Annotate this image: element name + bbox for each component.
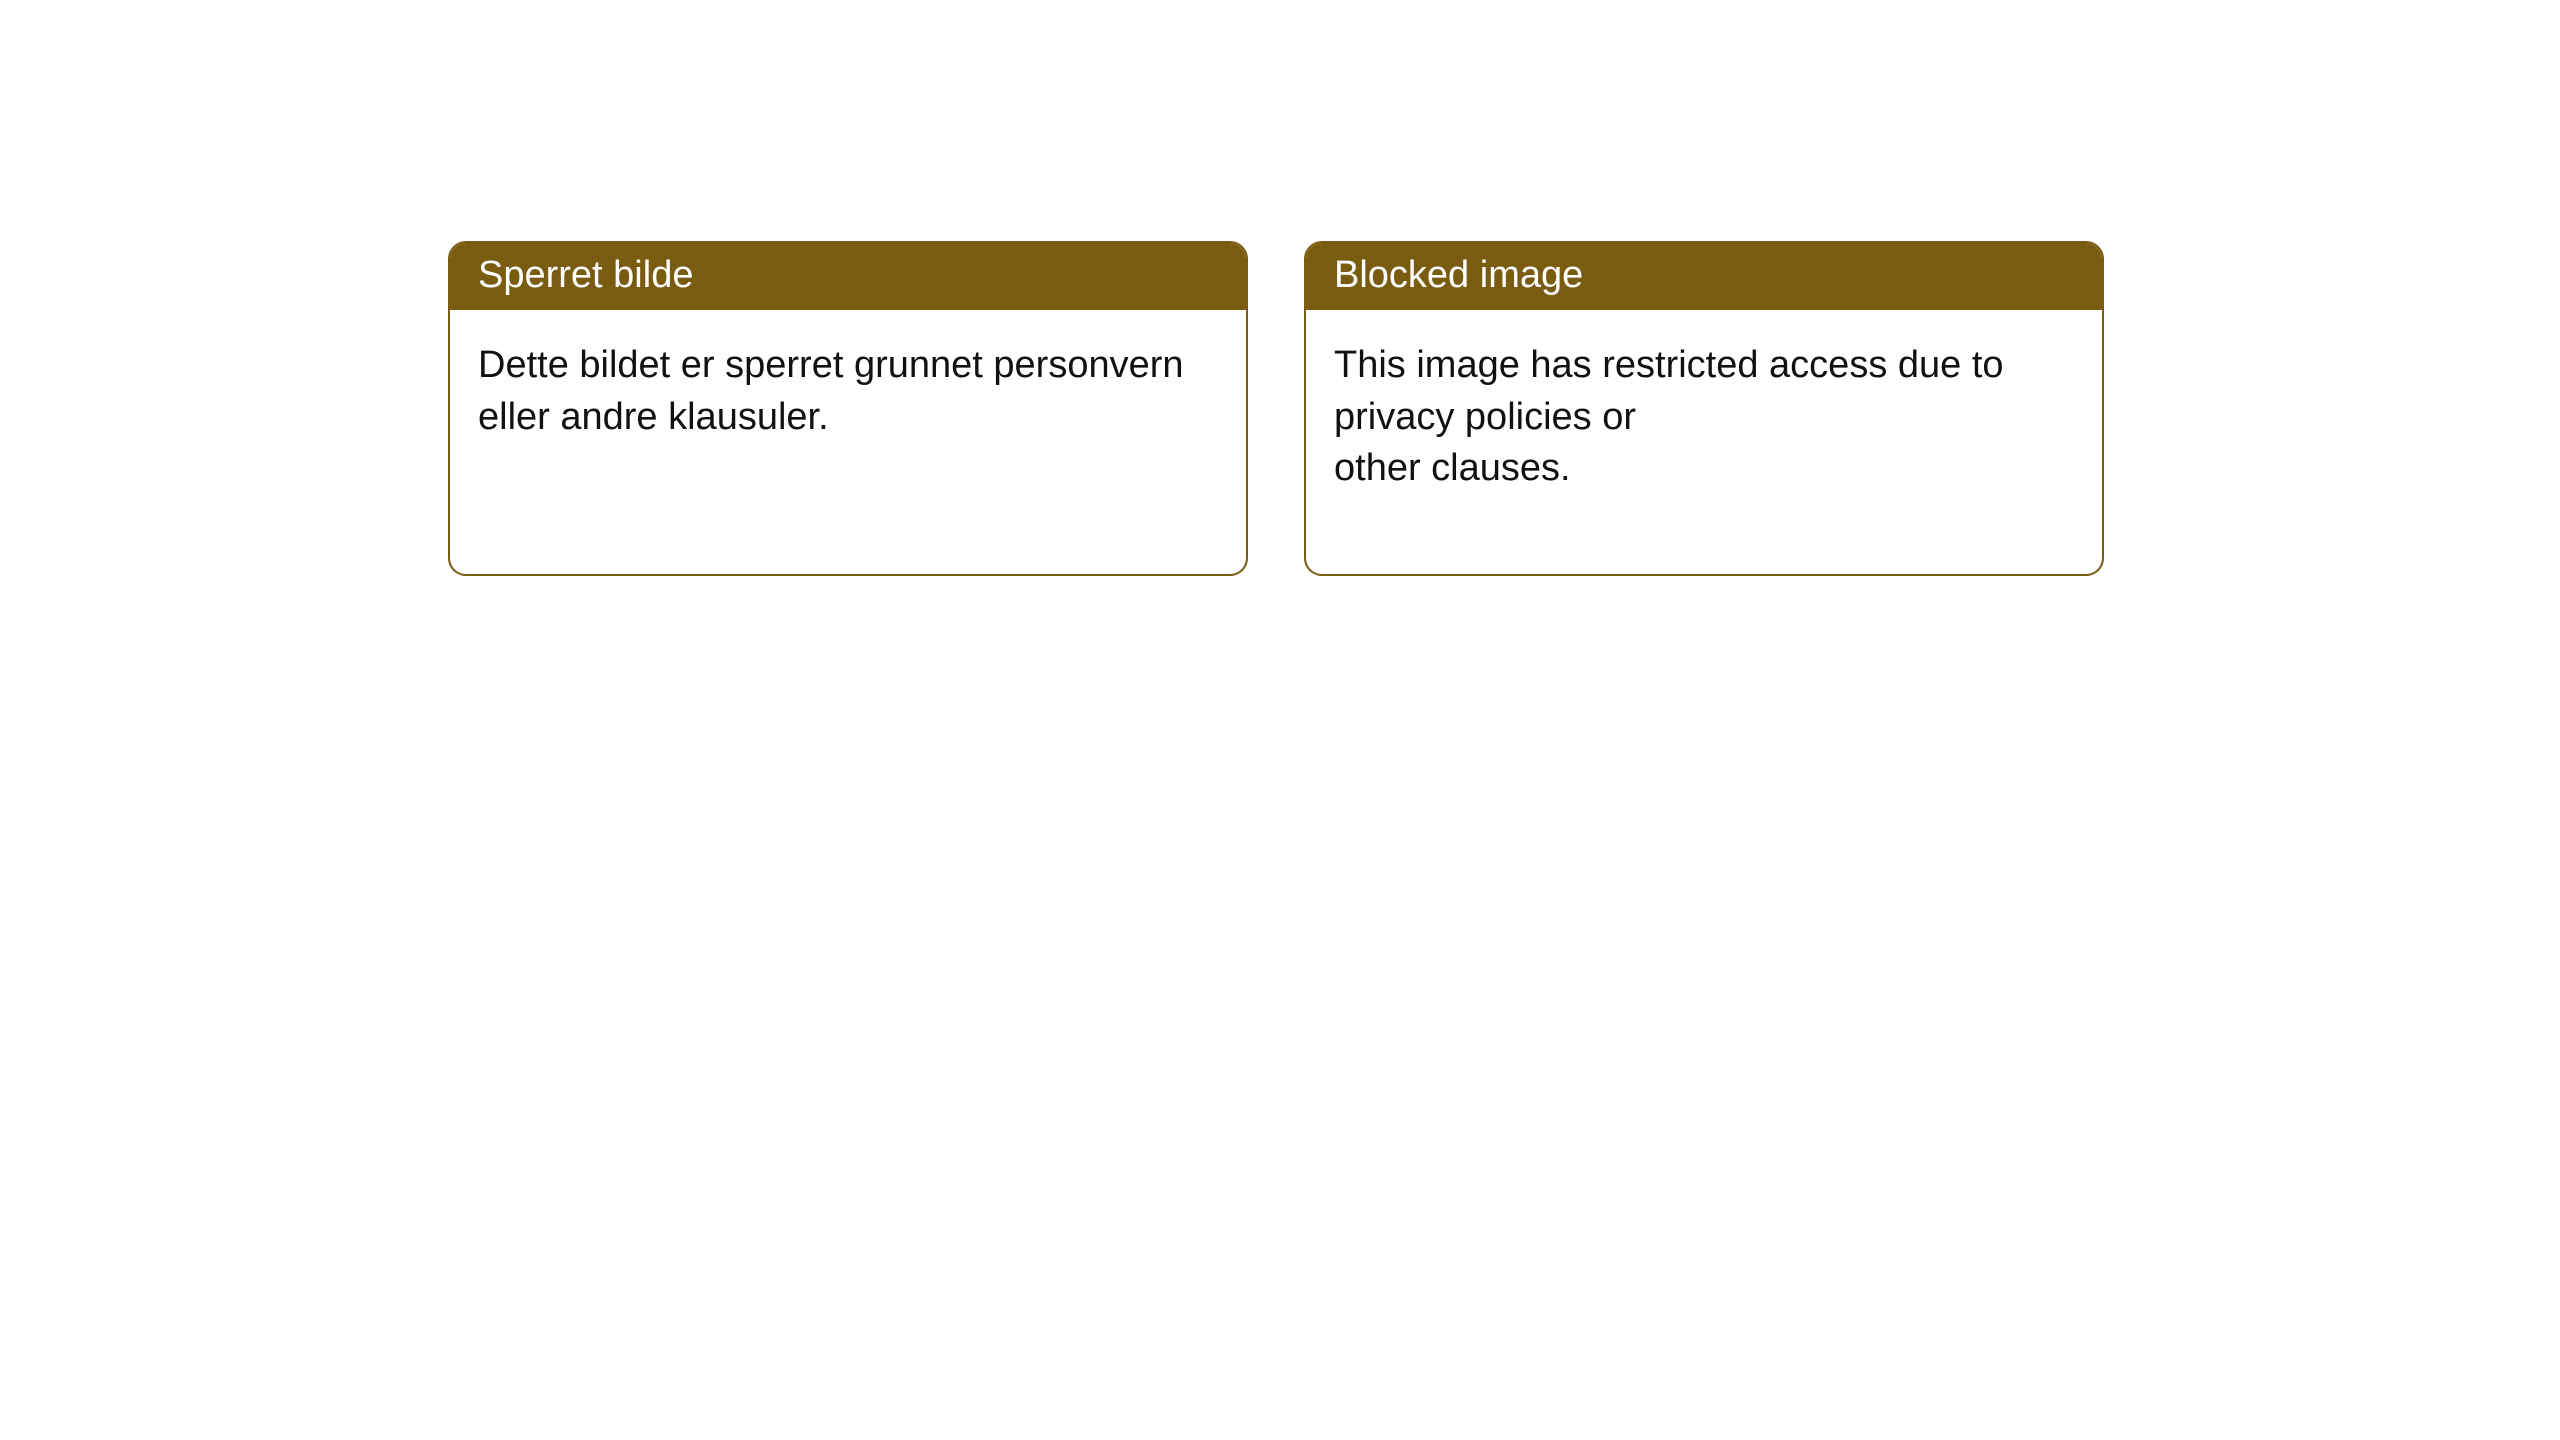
blocked-image-card-no: Sperret bilde Dette bildet er sperret gr… xyxy=(448,241,1248,576)
card-body-en: This image has restricted access due to … xyxy=(1306,310,2102,524)
message-container: Sperret bilde Dette bildet er sperret gr… xyxy=(0,0,2560,576)
card-body-no: Dette bildet er sperret grunnet personve… xyxy=(450,310,1246,473)
card-header-en: Blocked image xyxy=(1306,243,2102,310)
card-header-no: Sperret bilde xyxy=(450,243,1246,310)
blocked-image-card-en: Blocked image This image has restricted … xyxy=(1304,241,2104,576)
